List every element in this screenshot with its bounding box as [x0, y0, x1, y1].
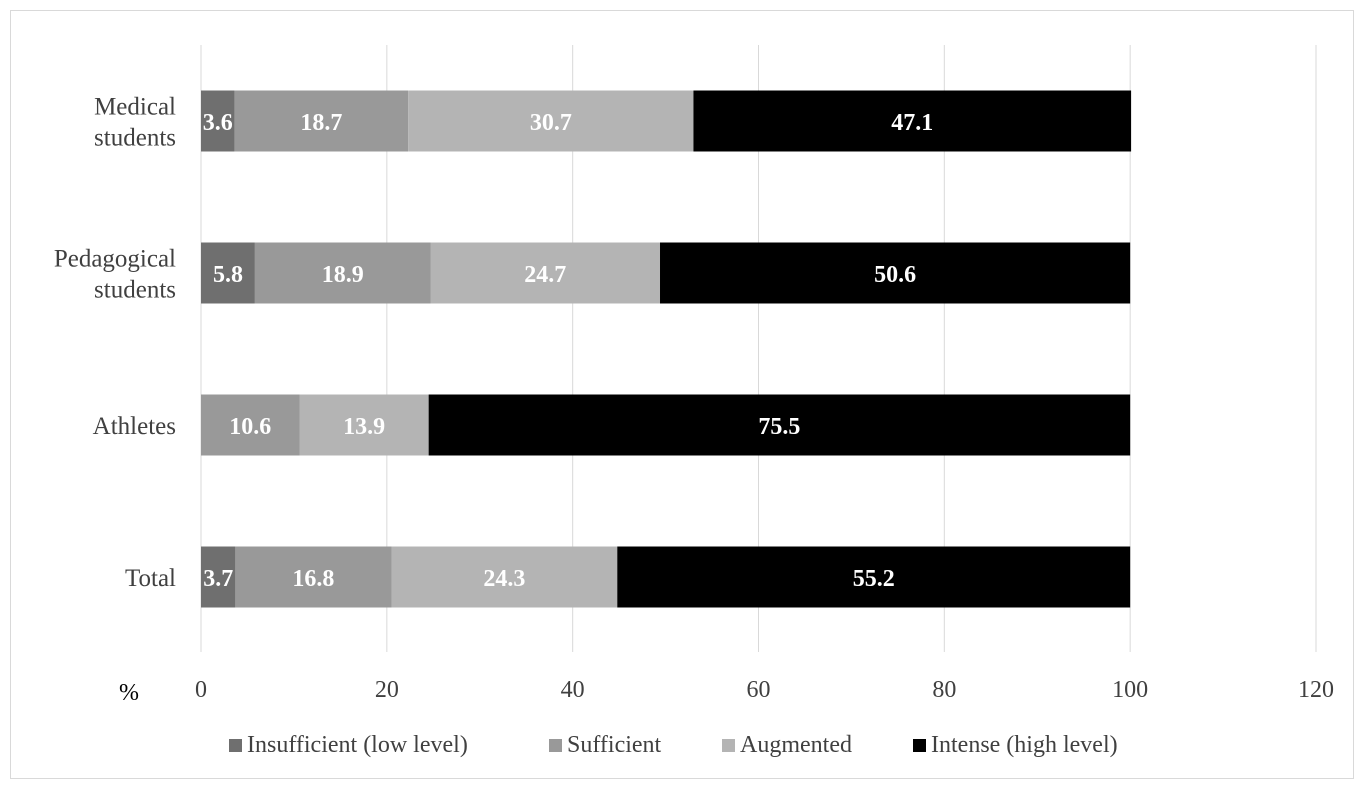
bar-segment-3-1 — [235, 546, 392, 608]
category-label-line: Medical — [94, 94, 176, 121]
bar-segment-3-3 — [617, 546, 1131, 608]
data-label-2-1: 10.6 — [229, 414, 271, 440]
bar-segment-2-2 — [299, 394, 429, 456]
category-label-line: Pedagogical — [54, 246, 176, 273]
bar-segment-2-3 — [428, 394, 1131, 456]
category-label-0: Medical students — [94, 94, 176, 152]
legend-label-0: Insufficient (low level) — [247, 732, 468, 758]
x-unit-label: % — [119, 680, 139, 706]
x-tick-label-120: 120 — [1298, 677, 1334, 703]
data-label-2-2: 13.9 — [343, 414, 385, 440]
data-label-0-1: 18.7 — [300, 110, 342, 136]
legend-swatch-1 — [549, 739, 562, 752]
bar-segment-3-2 — [391, 546, 618, 608]
data-label-3-2: 24.3 — [483, 566, 525, 592]
data-label-0-2: 30.7 — [530, 110, 572, 136]
bar-segment-1-1 — [254, 242, 431, 304]
data-label-3-3: 55.2 — [853, 566, 895, 592]
legend-label-3: Intense (high level) — [931, 732, 1118, 758]
bar-segment-2-1 — [201, 394, 300, 456]
bar-segment-1-0 — [201, 242, 255, 304]
x-tick-label-80: 80 — [932, 677, 956, 703]
bar-segment-0-0 — [201, 90, 235, 152]
data-label-1-0: 5.8 — [213, 262, 243, 288]
x-tick-label-100: 100 — [1112, 677, 1148, 703]
legend-swatch-3 — [913, 739, 926, 752]
category-label-line: Total — [125, 565, 176, 592]
bar-segment-1-3 — [660, 242, 1131, 304]
bar-segment-3-0 — [201, 546, 236, 608]
data-label-1-2: 24.7 — [524, 262, 566, 288]
category-label-2: Athletes — [93, 413, 176, 440]
bar-segment-1-2 — [430, 242, 661, 304]
data-label-1-1: 18.9 — [322, 262, 364, 288]
data-label-0-0: 3.6 — [203, 110, 233, 136]
data-label-2-3: 75.5 — [758, 414, 800, 440]
legend-label-2: Augmented — [740, 732, 852, 758]
x-tick-label-40: 40 — [561, 677, 585, 703]
legend-swatch-2 — [722, 739, 735, 752]
data-label-3-0: 3.7 — [203, 566, 233, 592]
category-label-line: students — [94, 125, 176, 152]
bar-segment-0-3 — [693, 90, 1132, 152]
legend-swatch-0 — [229, 739, 242, 752]
category-label-line: students — [94, 277, 176, 304]
category-label-line: Athletes — [93, 413, 176, 440]
bar-segment-0-1 — [234, 90, 409, 152]
data-label-0-3: 47.1 — [891, 110, 933, 136]
category-label-1: Pedagogical students — [54, 246, 176, 304]
x-tick-label-0: 0 — [195, 677, 207, 703]
data-label-1-3: 50.6 — [874, 262, 916, 288]
x-tick-label-20: 20 — [375, 677, 399, 703]
category-label-3: Total — [125, 565, 176, 592]
data-label-3-1: 16.8 — [292, 566, 334, 592]
x-tick-label-60: 60 — [747, 677, 771, 703]
legend-label-1: Sufficient — [567, 732, 662, 758]
bar-segment-0-2 — [408, 90, 694, 152]
